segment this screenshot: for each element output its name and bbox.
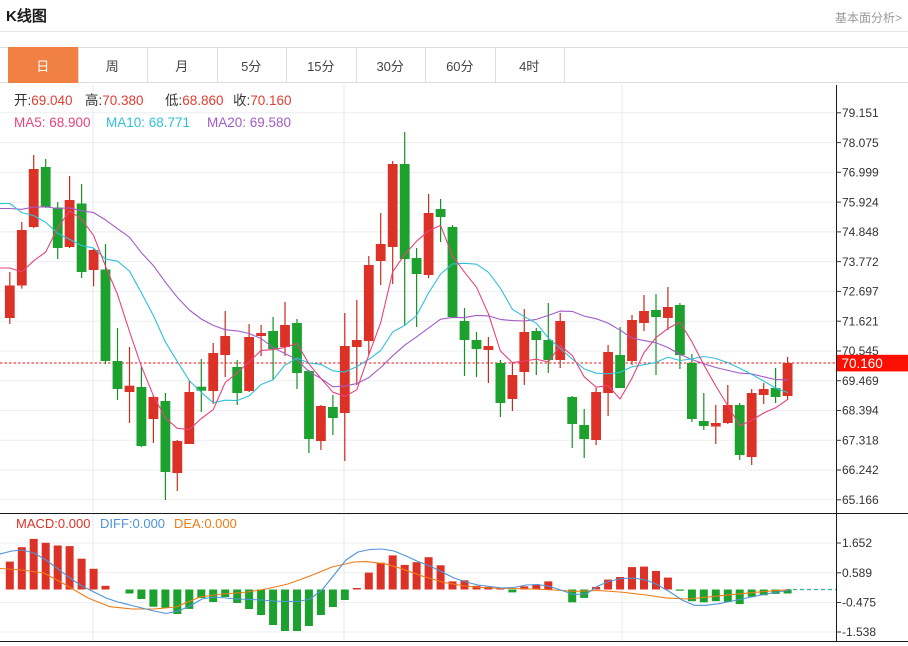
svg-text:71.621: 71.621	[842, 314, 879, 328]
svg-text:收:70.160: 收:70.160	[233, 93, 292, 108]
svg-text:79.151: 79.151	[842, 106, 879, 120]
svg-text:74.848: 74.848	[842, 225, 879, 239]
svg-text:MA10: 68.771: MA10: 68.771	[106, 115, 190, 130]
svg-text:68.394: 68.394	[842, 404, 879, 418]
svg-text:75.924: 75.924	[842, 195, 879, 209]
svg-text:70.160: 70.160	[842, 356, 883, 371]
svg-text:78.075: 78.075	[842, 136, 879, 150]
svg-text:66.242: 66.242	[842, 463, 879, 477]
svg-text:72.697: 72.697	[842, 285, 879, 299]
svg-text:开:69.040: 开:69.040	[14, 93, 73, 108]
svg-text:69.469: 69.469	[842, 374, 879, 388]
svg-text:65.166: 65.166	[842, 493, 879, 507]
svg-text:0.589: 0.589	[842, 566, 872, 580]
svg-text:1.652: 1.652	[842, 536, 872, 550]
svg-text:73.772: 73.772	[842, 255, 879, 269]
svg-text:67.318: 67.318	[842, 434, 879, 448]
svg-text:DEA:0.000: DEA:0.000	[174, 516, 237, 531]
svg-text:DIFF:0.000: DIFF:0.000	[100, 516, 165, 531]
svg-text:-1.538: -1.538	[842, 625, 876, 639]
svg-text:-0.475: -0.475	[842, 596, 876, 610]
svg-text:MA5: 68.900: MA5: 68.900	[14, 115, 91, 130]
svg-text:MA20: 69.580: MA20: 69.580	[207, 115, 291, 130]
svg-text:70.545: 70.545	[842, 344, 879, 358]
svg-text:高:70.380: 高:70.380	[85, 92, 144, 108]
svg-text:76.999: 76.999	[842, 166, 879, 180]
svg-text:MACD:0.000: MACD:0.000	[16, 516, 90, 531]
svg-text:低:68.860: 低:68.860	[165, 93, 224, 108]
